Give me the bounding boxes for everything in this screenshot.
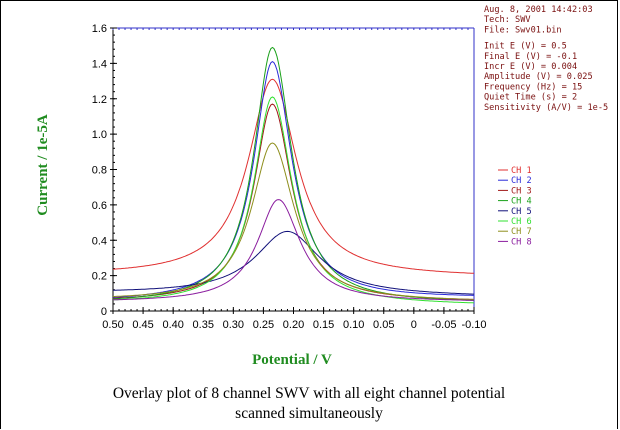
y-tick-label: 0.8 bbox=[92, 165, 107, 177]
legend: CH 1CH 2CH 3CH 4CH 5CH 6CH 7CH 8 bbox=[498, 166, 532, 247]
x-tick-label: 0.20 bbox=[283, 319, 304, 331]
legend-label-ch4: CH 4 bbox=[511, 197, 532, 207]
legend-label-ch3: CH 3 bbox=[511, 186, 532, 196]
series-line-ch8 bbox=[113, 199, 474, 301]
y-axis-title: Current / 1e-5A bbox=[35, 114, 51, 216]
x-tick-label: 0.50 bbox=[102, 319, 123, 331]
caption-line-1: Overlay plot of 8 channel SWV with all e… bbox=[112, 385, 506, 402]
info-line: Init E (V) = 0.5 bbox=[484, 42, 567, 52]
y-tick-label: 0.2 bbox=[92, 271, 107, 283]
legend-label-ch7: CH 7 bbox=[511, 227, 532, 237]
series-line-ch1 bbox=[113, 78, 474, 274]
curves-group bbox=[113, 46, 474, 304]
series-line-ch7 bbox=[113, 142, 474, 300]
info-line: Quiet Time (s) = 2 bbox=[484, 93, 577, 103]
x-tick-label: 0.10 bbox=[343, 319, 364, 331]
x-tick-label: 0.30 bbox=[223, 319, 244, 331]
info-line: Frequency (Hz) = 15 bbox=[484, 82, 582, 92]
x-tick-label: 0.05 bbox=[373, 319, 394, 331]
info-line: File: Swv01.bin bbox=[484, 25, 562, 35]
series-line-ch4 bbox=[113, 46, 474, 301]
x-tick-label: -0.05 bbox=[431, 319, 456, 331]
figure-caption: Overlay plot of 8 channel SWV with all e… bbox=[0, 384, 618, 424]
series-line-ch6 bbox=[113, 96, 474, 304]
legend-label-ch8: CH 8 bbox=[511, 237, 532, 247]
x-tick-label: 0.35 bbox=[193, 319, 214, 331]
info-line: Sensitivity (A/V) = 1e-5 bbox=[484, 103, 608, 113]
series-line-ch5 bbox=[113, 230, 474, 295]
caption-line-2: scanned simultaneously bbox=[235, 405, 383, 422]
info-line: Tech: SWV bbox=[484, 15, 531, 25]
x-tick-label: 0.45 bbox=[132, 319, 153, 331]
y-tick-label: 0.4 bbox=[92, 235, 107, 247]
info-line: Incr E (V) = 0.004 bbox=[484, 62, 577, 72]
legend-label-ch6: CH 6 bbox=[511, 217, 532, 227]
info-line: Final E (V) = -0.1 bbox=[484, 52, 577, 62]
info-line: Aug. 8, 2001 14:42:03 bbox=[484, 5, 593, 15]
y-tick-label: 1.4 bbox=[92, 58, 107, 70]
info-line: Amplitude (V) = 0.025 bbox=[484, 72, 593, 82]
y-tick-label: 1.0 bbox=[92, 129, 107, 141]
swv-overlay-chart: Current / 1e-5A Potential / V 0 0.2 0.4 0.6… bbox=[35, 5, 608, 368]
series-line-ch2 bbox=[113, 60, 474, 298]
x-tick-label: -0.10 bbox=[461, 319, 486, 331]
x-axis-title: Potential / V bbox=[252, 352, 332, 368]
y-tick-label: 0.6 bbox=[92, 200, 107, 212]
x-tick-label: 0.15 bbox=[313, 319, 334, 331]
legend-label-ch5: CH 5 bbox=[511, 207, 532, 217]
legend-label-ch2: CH 2 bbox=[511, 176, 532, 186]
plot-area: 0 0.2 0.4 0.6 0.8 1.0 1.2 1.4 1.6 0.50 0.45 0.40 0.3… bbox=[92, 23, 487, 331]
x-tick-label: 0.25 bbox=[253, 319, 274, 331]
x-tick-label: 0.40 bbox=[162, 319, 183, 331]
x-tick-label: 0 bbox=[411, 319, 417, 331]
y-tick-label: 1.6 bbox=[92, 23, 107, 35]
y-tick-label: 1.2 bbox=[92, 94, 107, 106]
y-tick-label: 0 bbox=[101, 306, 107, 318]
legend-label-ch1: CH 1 bbox=[511, 166, 532, 176]
